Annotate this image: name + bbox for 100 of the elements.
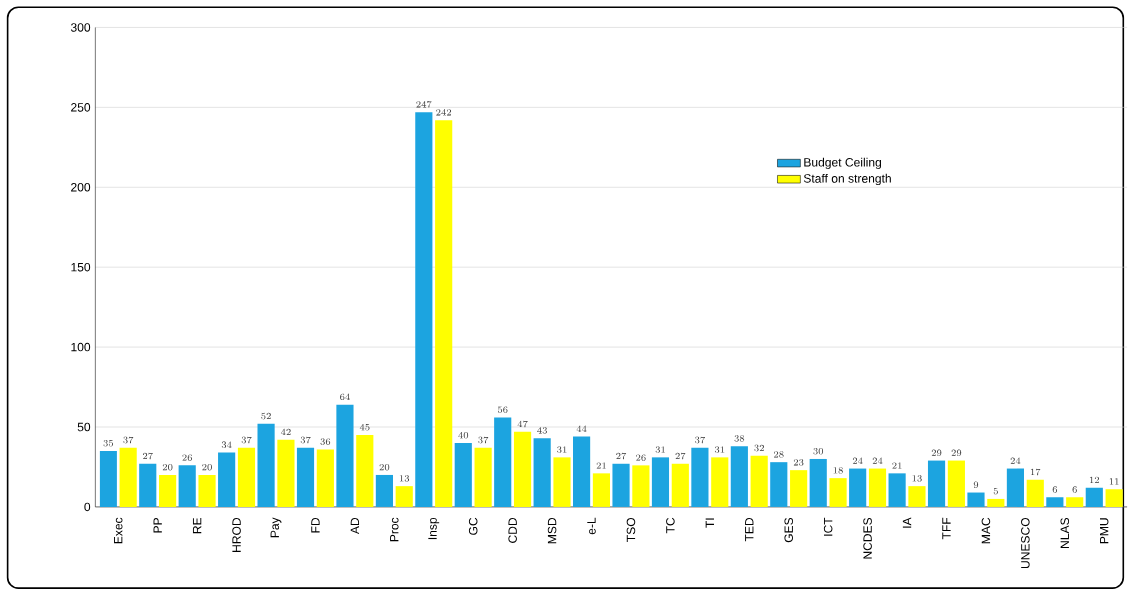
x-tick-label: TSO	[626, 517, 636, 542]
bar	[119, 447, 137, 507]
bar	[770, 462, 788, 507]
data-label: 18	[833, 467, 843, 474]
data-label: 242	[436, 109, 452, 116]
bar	[336, 404, 354, 507]
data-label: 38	[734, 435, 745, 442]
data-label: 43	[537, 427, 547, 434]
bar	[1085, 487, 1103, 507]
bar	[257, 423, 275, 507]
data-label: 64	[340, 393, 350, 401]
data-label: 34	[221, 441, 232, 449]
bar	[494, 417, 512, 507]
bar	[809, 458, 827, 507]
data-label: 27	[616, 452, 627, 460]
data-label: 37	[695, 436, 706, 444]
data-label: 44	[576, 425, 587, 432]
x-tick-label: GES	[784, 517, 793, 543]
x-tick-label: TI	[705, 518, 714, 528]
data-label: 27	[143, 452, 153, 460]
bar	[947, 460, 965, 507]
x-tick-label: e-L	[587, 517, 596, 535]
x-tick-label: Pay	[270, 517, 282, 538]
data-label: 30	[813, 448, 824, 455]
x-tick-label: NLAS	[1060, 517, 1070, 548]
data-label: 29	[951, 449, 962, 457]
data-label: 21	[892, 462, 902, 469]
bar	[435, 120, 453, 507]
bar	[454, 443, 472, 507]
data-label: 31	[655, 446, 665, 453]
bar	[553, 457, 571, 507]
bar	[1046, 497, 1064, 507]
data-label: 56	[497, 406, 508, 413]
bar	[573, 436, 591, 507]
bar	[237, 447, 256, 507]
data-label: 40	[458, 431, 469, 439]
y-tick-label: 150	[71, 262, 91, 272]
y-tick-label: 300	[70, 23, 91, 32]
bar	[790, 470, 808, 507]
bar	[612, 463, 630, 507]
bar	[868, 468, 887, 507]
x-tick-label: Insp	[428, 517, 440, 540]
data-label: 21	[596, 462, 606, 469]
bar	[987, 498, 1005, 507]
bar	[592, 473, 611, 507]
x-tick-label: Exec	[114, 517, 123, 544]
data-label: 37	[123, 436, 134, 444]
data-label: 13	[912, 475, 922, 482]
data-label: 9	[973, 481, 979, 488]
bar	[750, 455, 768, 507]
x-tick-label: IA	[902, 517, 912, 528]
bar	[1006, 468, 1024, 507]
data-label: 24	[872, 457, 883, 464]
bar	[356, 435, 374, 507]
bar	[671, 463, 689, 507]
x-tick-label: PMU	[1100, 518, 1109, 544]
bar	[218, 452, 236, 507]
bar	[967, 492, 985, 507]
data-label: 26	[636, 454, 646, 461]
data-label: 24	[1010, 457, 1021, 464]
x-tick-label: RE	[192, 517, 202, 534]
y-tick-label: 0	[84, 502, 91, 512]
data-label: 12	[1089, 476, 1100, 484]
data-label: 26	[182, 454, 193, 461]
legend-label: Budget Ceiling	[804, 157, 881, 169]
bar	[99, 450, 117, 507]
bar	[296, 447, 315, 507]
x-tick-label: MAC	[981, 517, 991, 544]
data-label: 45	[359, 423, 370, 431]
data-label: 27	[675, 452, 686, 460]
bar	[927, 460, 946, 507]
y-tick-label: 250	[71, 103, 91, 112]
bar	[474, 447, 492, 507]
x-tick-label: FD	[311, 517, 320, 533]
x-tick-label: CDD	[508, 517, 517, 543]
bar	[395, 486, 413, 507]
data-label: 24	[852, 457, 863, 464]
data-label: 31	[714, 446, 725, 453]
x-tick-label: Proc	[390, 517, 399, 542]
bar	[316, 449, 334, 507]
bar	[1026, 479, 1044, 507]
legend-label: Staff on strength	[803, 173, 891, 186]
bar	[198, 474, 216, 507]
x-tick-label: GC	[468, 517, 478, 535]
data-label: 20	[379, 464, 390, 471]
bar	[277, 439, 295, 507]
bar	[139, 463, 157, 507]
data-label: 29	[931, 449, 942, 457]
data-label: 11	[1109, 478, 1119, 485]
y-tick-label: 200	[71, 183, 91, 192]
x-tick-label: TED	[745, 517, 754, 542]
bar	[632, 465, 650, 507]
data-label: 52	[261, 412, 271, 420]
data-label: 13	[399, 475, 410, 482]
x-tick-label: AD	[350, 517, 360, 535]
bar	[513, 431, 532, 507]
bar	[651, 457, 670, 507]
data-label: 28	[774, 451, 784, 458]
bar	[888, 473, 906, 507]
data-label: 37	[300, 436, 311, 444]
